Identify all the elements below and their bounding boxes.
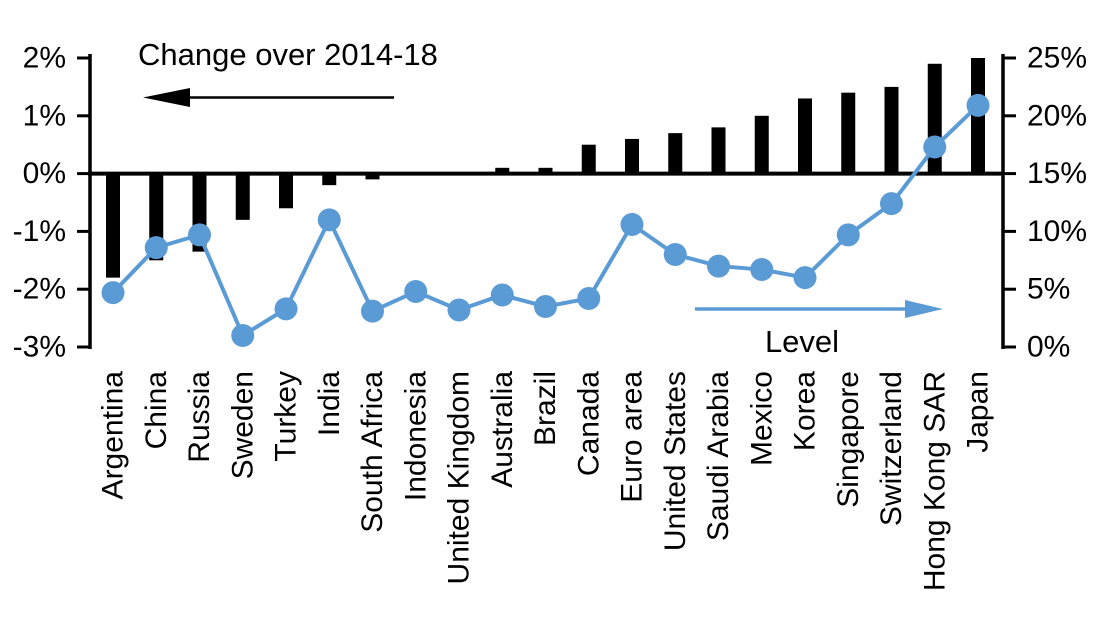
category-label-australia: Australia xyxy=(486,371,519,488)
bar-brazil xyxy=(538,167,553,174)
category-label-japan: Japan xyxy=(962,371,995,453)
category-label-hong-kong-sar: Hong Kong SAR xyxy=(918,371,951,591)
line-series-arrow-head xyxy=(905,300,943,318)
category-label-united-states: United States xyxy=(659,371,692,551)
level-marker-russia xyxy=(188,223,211,247)
category-label-mexico: Mexico xyxy=(745,371,778,466)
bar-argentina xyxy=(106,173,120,278)
left-axis-tick-label: -1% xyxy=(13,215,66,248)
category-label-korea: Korea xyxy=(789,371,822,451)
level-marker-india xyxy=(317,208,341,232)
level-marker-canada xyxy=(577,286,601,310)
category-label-saudi-arabia: Saudi Arabia xyxy=(702,371,735,541)
level-marker-korea xyxy=(793,266,817,290)
category-label-russia: Russia xyxy=(183,371,216,463)
category-label-sweden: Sweden xyxy=(226,371,259,479)
bar-mexico xyxy=(754,115,769,174)
left-axis-tick-label: 1% xyxy=(23,99,66,132)
category-label-argentina: Argentina xyxy=(97,371,130,500)
level-marker-south-africa xyxy=(361,299,384,323)
bar-sweden xyxy=(235,173,250,220)
bar-turkey xyxy=(279,173,293,209)
category-label-china: China xyxy=(140,371,173,450)
bar-canada xyxy=(581,144,596,174)
category-label-united-kingdom: United Kingdom xyxy=(443,371,476,584)
bar-singapore xyxy=(841,92,856,174)
category-label-singapore: Singapore xyxy=(832,371,865,508)
level-marker-singapore xyxy=(836,223,860,247)
right-axis-tick-label: 10% xyxy=(1027,215,1087,248)
bar-switzerland xyxy=(884,86,899,174)
level-marker-euro-area xyxy=(620,212,644,236)
category-label-south-africa: South Africa xyxy=(356,371,389,533)
bar-australia xyxy=(495,167,510,174)
category-label-turkey: Turkey xyxy=(270,371,303,462)
category-label-canada: Canada xyxy=(572,371,605,476)
category-label-switzerland: Switzerland xyxy=(875,371,908,526)
right-axis-tick-label: 20% xyxy=(1027,99,1087,132)
right-axis-tick-label: 0% xyxy=(1027,331,1070,364)
right-axis-tick-label: 25% xyxy=(1027,42,1087,75)
level-marker-saudi-arabia xyxy=(707,254,730,278)
level-marker-turkey xyxy=(274,297,298,321)
level-marker-mexico xyxy=(750,258,774,282)
category-label-india: India xyxy=(313,371,346,436)
bar-euro-area xyxy=(625,138,639,174)
bar-series-annotation: Change over 2014-18 xyxy=(138,37,438,72)
left-axis-tick-label: -3% xyxy=(13,331,66,364)
level-marker-united-kingdom xyxy=(447,298,471,322)
category-label-indonesia: Indonesia xyxy=(399,371,432,501)
bar-series-arrow-head xyxy=(143,88,190,107)
bar-korea xyxy=(798,98,812,174)
left-axis-tick-label: 0% xyxy=(23,157,66,190)
bar-united-states xyxy=(668,133,683,174)
bar-saudi-arabia xyxy=(711,127,726,174)
level-marker-australia xyxy=(490,283,514,307)
level-marker-japan xyxy=(966,93,990,117)
line-series-annotation: Level xyxy=(764,324,840,359)
category-label-euro-area: Euro area xyxy=(616,371,649,503)
level-marker-sweden xyxy=(231,323,255,347)
level-marker-brazil xyxy=(534,295,557,319)
bar-india xyxy=(322,173,337,186)
level-marker-hong-kong-sar xyxy=(923,135,947,159)
right-axis-tick-label: 5% xyxy=(1027,273,1070,306)
level-marker-china xyxy=(144,236,168,260)
right-axis-tick-label: 15% xyxy=(1027,157,1087,190)
level-marker-argentina xyxy=(101,281,125,305)
left-axis-tick-label: -2% xyxy=(13,273,66,306)
category-label-brazil: Brazil xyxy=(529,371,562,446)
level-marker-switzerland xyxy=(880,192,903,216)
level-marker-indonesia xyxy=(404,280,428,304)
left-axis-tick-label: 2% xyxy=(23,42,66,75)
level-marker-united-states xyxy=(663,243,687,267)
bar-south-africa xyxy=(365,173,380,180)
